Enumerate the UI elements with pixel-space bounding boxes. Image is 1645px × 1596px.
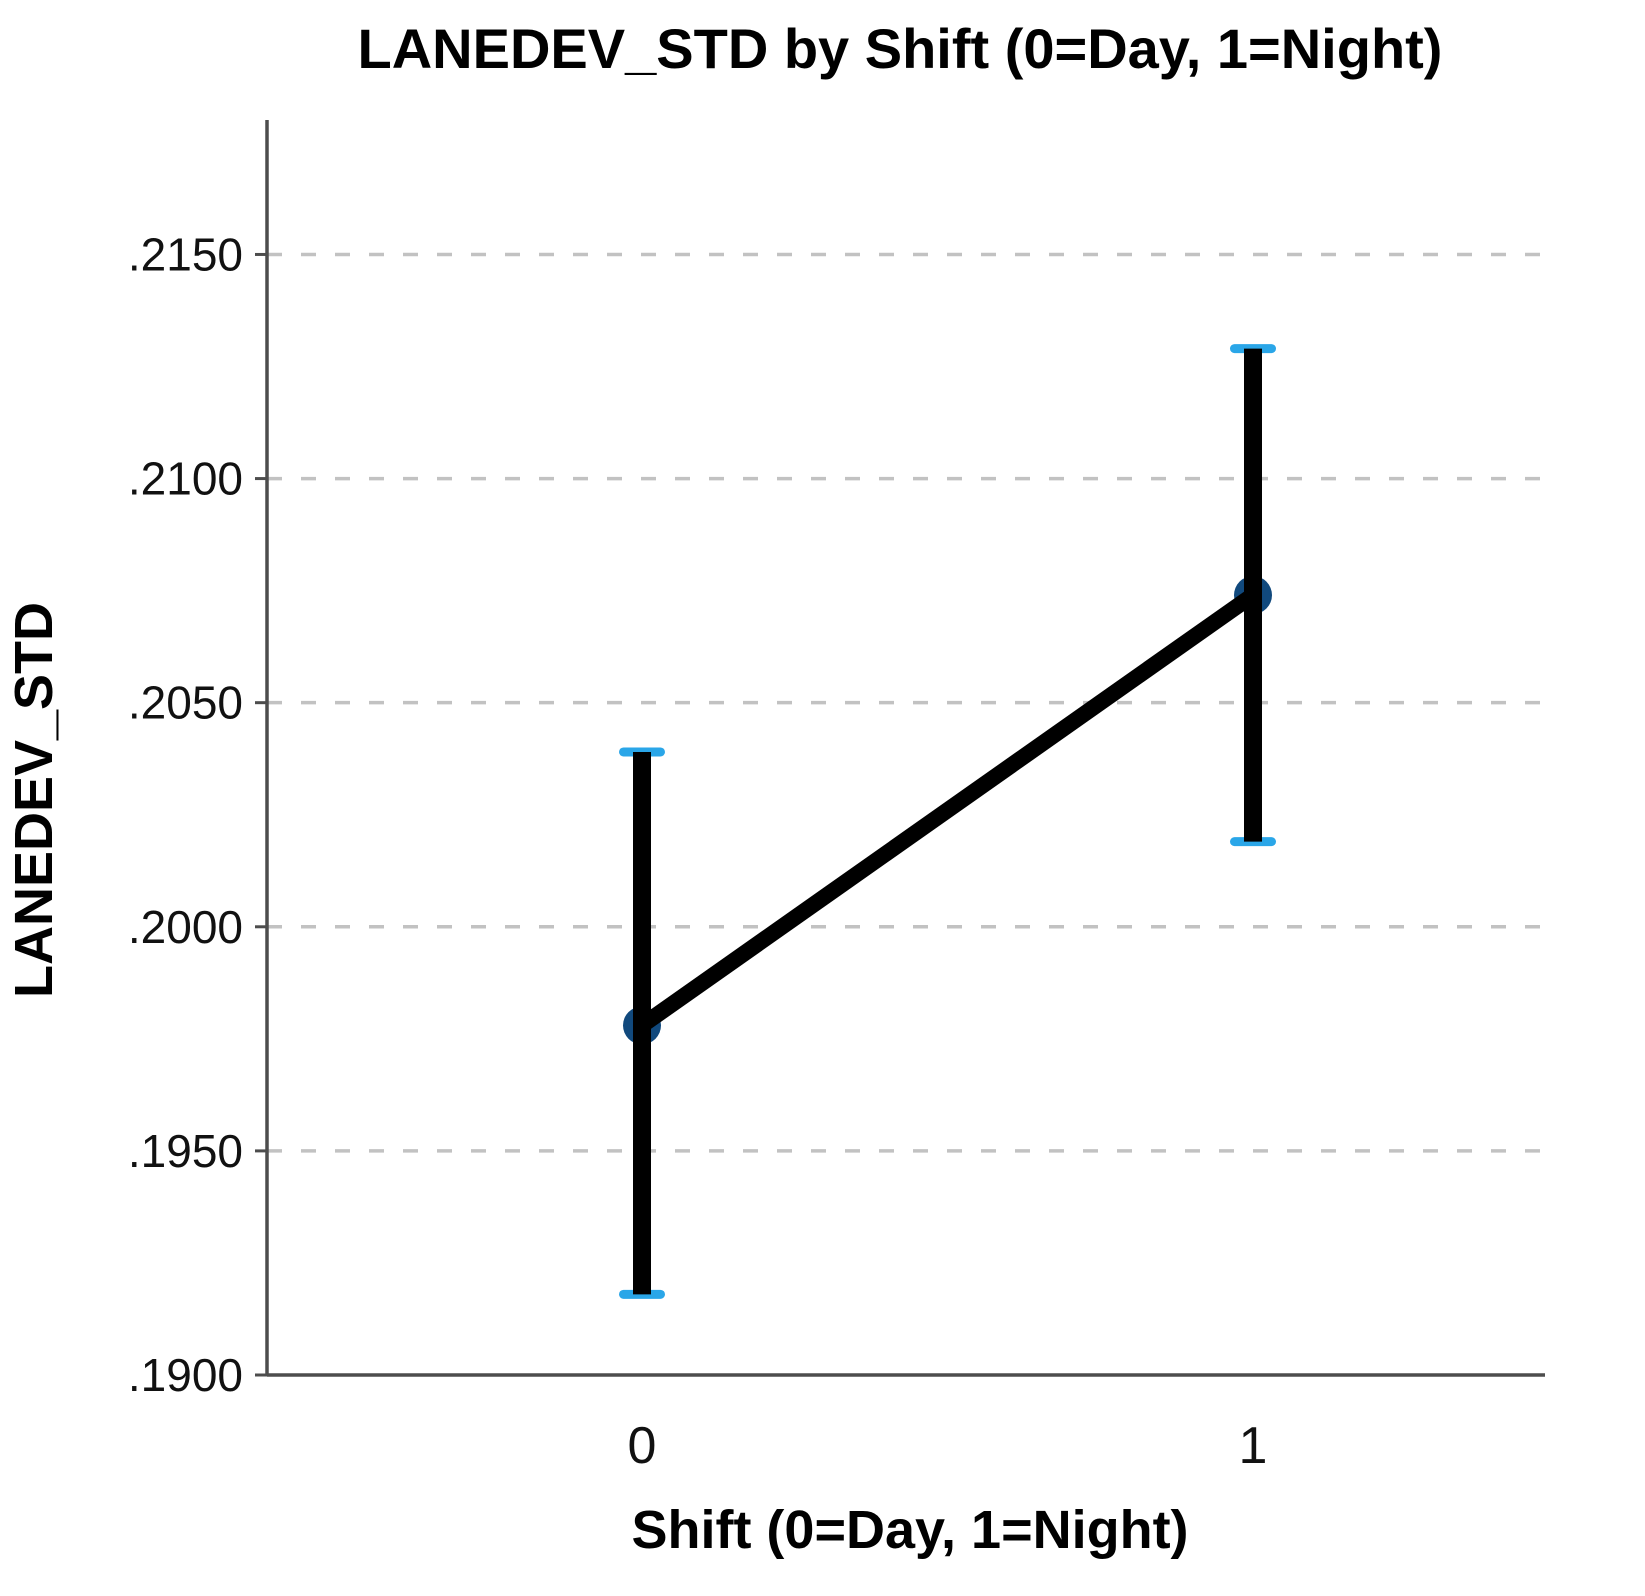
x-tick-label: 0 — [628, 1417, 657, 1475]
y-tick-label: .1950 — [128, 1125, 243, 1177]
x-tick-label: 1 — [1239, 1417, 1268, 1475]
y-tick-label: .2050 — [128, 677, 243, 729]
axes — [265, 120, 1545, 1377]
y-tick-label: .2100 — [128, 453, 243, 505]
y-tick-label: .2150 — [128, 228, 243, 280]
y-tick-label: .1900 — [128, 1349, 243, 1401]
y-tick-labels: .2150 .2100 .2050 .2000 .1950 .1900 — [128, 228, 267, 1401]
chart-title: LANEDEV_STD by Shift (0=Day, 1=Night) — [358, 17, 1443, 80]
mean-connector-line — [637, 588, 1258, 1032]
error-bar-series — [619, 344, 1276, 1299]
x-axis-title: Shift (0=Day, 1=Night) — [631, 1500, 1188, 1560]
y-axis-title: LANEDEV_STD — [4, 602, 64, 998]
gridlines — [267, 252, 1545, 1153]
y-tick-label: .2000 — [128, 901, 243, 953]
